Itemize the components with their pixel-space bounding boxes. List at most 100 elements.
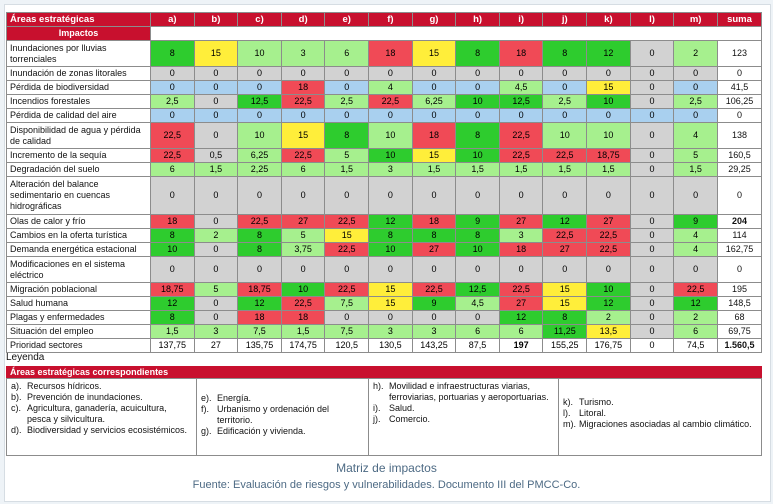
matrix-cell: 12 — [237, 296, 282, 311]
matrix-cell: 4 — [673, 122, 718, 149]
legend-text: Movilidad e infraestructuras viarias, fe… — [389, 381, 549, 402]
areas-header: Áreas estratégicas — [6, 12, 151, 27]
matrix-cell: 3,75 — [280, 242, 326, 257]
matrix-cell: 3 — [193, 324, 239, 339]
matrix-cell: 5 — [673, 148, 718, 163]
priority-cell: 0 — [629, 338, 675, 353]
subheader-spacer — [150, 26, 762, 41]
matrix-cell: 18 — [280, 80, 326, 95]
matrix-cell: 0 — [237, 108, 282, 123]
figure-caption-source: Fuente: Evaluación de riesgos y vulnerab… — [192, 479, 581, 491]
matrix-cell: 0 — [368, 256, 413, 283]
col-header: c) — [237, 12, 282, 27]
row-sum-cell: 160,5 — [717, 148, 762, 163]
matrix-cell: 0 — [193, 310, 239, 325]
matrix-cell: 0 — [629, 94, 675, 109]
matrix-cell: 10 — [280, 282, 326, 297]
matrix-cell: 10 — [586, 94, 631, 109]
legend-key: c). — [11, 403, 21, 413]
legend-key: d). — [11, 425, 22, 435]
matrix-cell: 9 — [673, 214, 718, 229]
matrix-cell: 27 — [586, 214, 631, 229]
matrix-cell: 18,75 — [237, 282, 282, 297]
priority-cell: 155,25 — [542, 338, 588, 353]
matrix-cell: 0 — [498, 108, 544, 123]
figure-caption-title: Matriz de impactos — [336, 461, 437, 475]
matrix-cell: 0 — [629, 40, 675, 67]
impact-label: Disponibilidad de agua y pérdida de cali… — [6, 122, 151, 149]
matrix-cell: 0 — [411, 310, 457, 325]
table-row: Salud humana 12 0 12 22,5 7,5 15 9 4,5 27 15 12 0 12 1… — [6, 296, 762, 311]
matrix-cell: 13,5 — [586, 324, 631, 339]
matrix-cell: 27 — [280, 214, 326, 229]
impact-label: Alteración del balance sedimentario en c… — [6, 176, 151, 215]
matrix-cell: 0 — [368, 66, 413, 81]
legend-column-1: a). Recursos hídricos. b). Prevención de in… — [7, 379, 197, 455]
matrix-cell: 2,5 — [673, 94, 718, 109]
matrix-cell: 1,5 — [673, 162, 718, 177]
impact-matrix-table: Áreas estratégicas a) b) c) d) e) f) g) … — [6, 12, 762, 353]
matrix-cell: 0 — [629, 122, 675, 149]
matrix-cell: 10 — [586, 282, 631, 297]
matrix-cell: 8 — [455, 122, 500, 149]
matrix-cell: 0 — [455, 80, 500, 95]
matrix-cell: 22,5 — [542, 228, 588, 243]
impact-label: Salud humana — [6, 296, 151, 311]
matrix-cell: 0 — [193, 94, 239, 109]
legend-text: Edificación y vivienda. — [217, 426, 306, 436]
matrix-cell: 0 — [280, 66, 326, 81]
matrix-cell: 22,5 — [324, 214, 370, 229]
matrix-cell: 0 — [586, 108, 631, 123]
matrix-cell: 10 — [150, 242, 195, 257]
matrix-cell: 27 — [498, 214, 544, 229]
matrix-cell: 0 — [629, 66, 675, 81]
row-sum-cell: 123 — [717, 40, 762, 67]
table-row: Inundación de zonas litorales 0 0 0 0 0 0 0 0 0 0 0… — [6, 66, 762, 81]
matrix-cell: 1,5 — [542, 162, 588, 177]
col-header: k) — [586, 12, 631, 27]
matrix-cell: 2,5 — [324, 94, 370, 109]
legend-header: Áreas estratégicas correspondientes — [6, 366, 762, 378]
matrix-cell: 12 — [586, 40, 631, 67]
impact-label: Degradación del suelo — [6, 162, 151, 177]
matrix-cell: 22,5 — [498, 122, 544, 149]
matrix-cell: 10 — [237, 40, 282, 67]
legend-item: a). Recursos hídricos. — [11, 381, 192, 392]
legend-key: j). — [373, 414, 381, 424]
matrix-cell: 0 — [586, 256, 631, 283]
matrix-cell: 5 — [324, 148, 370, 163]
matrix-cell: 0 — [150, 108, 195, 123]
row-sum-cell: 162,75 — [717, 242, 762, 257]
matrix-cell: 0 — [629, 214, 675, 229]
table-row: Incendios forestales 2,5 0 12,5 22,5 2,5 22,5 6… — [6, 94, 762, 109]
table-row: Demanda energética estacional 10 0 8 3,75 22,… — [6, 242, 762, 257]
matrix-cell: 0 — [193, 122, 239, 149]
row-sum-cell: 138 — [717, 122, 762, 149]
matrix-cell: 1,5 — [280, 324, 326, 339]
matrix-cell: 0 — [629, 108, 675, 123]
impactos-header: Impactos — [6, 26, 151, 41]
table-row: Cambios en la oferta turística 8 2 8 5 15 8 8 8 3… — [6, 228, 762, 243]
legend-item: g). Edificación y vivienda. — [201, 426, 364, 437]
col-header: b) — [193, 12, 239, 27]
matrix-cell: 4,5 — [455, 296, 500, 311]
matrix-cell: 0 — [673, 66, 718, 81]
impact-label: Plagas y enfermedades — [6, 310, 151, 325]
matrix-cell: 10 — [455, 94, 500, 109]
legend-item: f). Urbanismo y ordenación del territorio… — [201, 404, 364, 426]
matrix-cell: 0 — [368, 108, 413, 123]
matrix-cell: 6 — [280, 162, 326, 177]
legend-key: i). — [373, 403, 381, 413]
matrix-cell: 2,25 — [237, 162, 282, 177]
col-header: m) — [673, 12, 718, 27]
legend-key: a). — [11, 381, 22, 391]
legend-item: e). Energía. — [201, 393, 364, 404]
matrix-cell: 0 — [673, 256, 718, 283]
matrix-cell: 0 — [237, 80, 282, 95]
matrix-cell: 7,5 — [237, 324, 282, 339]
row-sum-cell: 0 — [717, 256, 762, 283]
impact-label: Migración poblacional — [6, 282, 151, 297]
matrix-cell: 8 — [237, 228, 282, 243]
matrix-cell: 0 — [324, 310, 370, 325]
matrix-cell: 4 — [673, 228, 718, 243]
